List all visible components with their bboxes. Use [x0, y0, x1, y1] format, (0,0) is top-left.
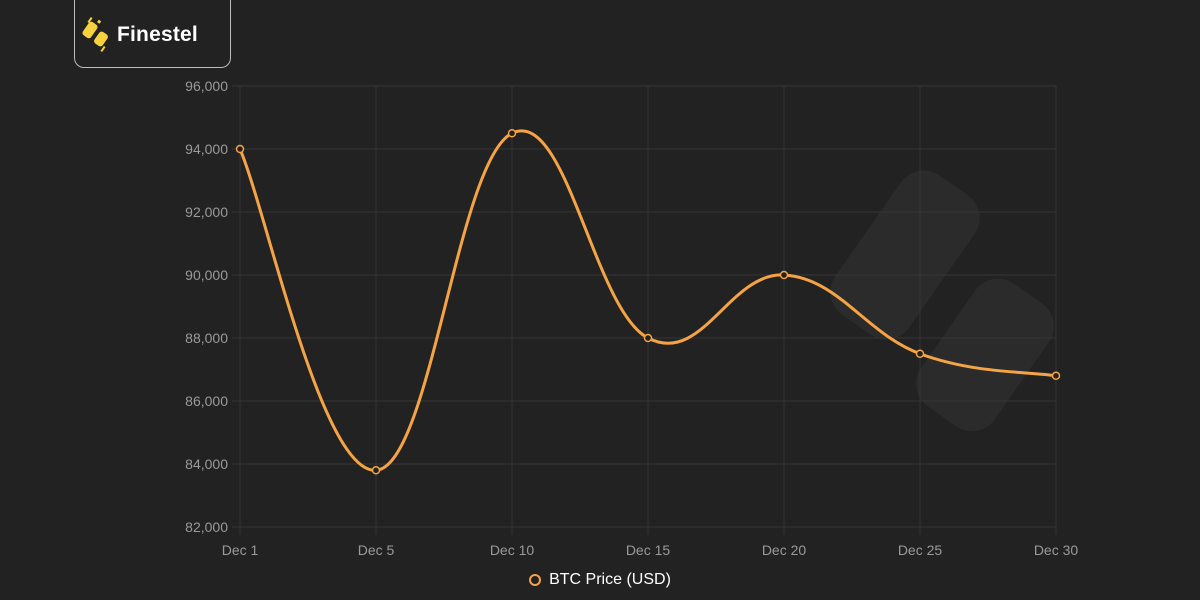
candlestick-logo-icon	[82, 16, 108, 52]
y-tick-label: 90,000	[185, 267, 228, 283]
legend-label: BTC Price (USD)	[549, 571, 671, 588]
chart-legend[interactable]: BTC Price (USD)	[0, 571, 1200, 589]
x-axis: Dec 1 Dec 5 Dec 10 Dec 15 Dec 20 Dec 25 Dec 30	[222, 542, 1079, 558]
circle-legend-icon	[529, 574, 542, 586]
y-tick-label: 94,000	[185, 141, 228, 157]
x-tick-label: Dec 25	[898, 542, 943, 558]
data-point[interactable]	[235, 144, 245, 154]
series-points	[235, 129, 1061, 475]
data-point[interactable]	[643, 333, 653, 343]
y-tick-label: 96,000	[185, 78, 228, 94]
series-line-btc-price	[238, 129, 1057, 472]
brand-logo: Finestel	[74, 0, 231, 68]
x-tick-label: Dec 20	[762, 542, 807, 558]
data-point[interactable]	[371, 466, 381, 475]
x-tick-label: Dec 15	[626, 542, 671, 558]
y-tick-label: 84,000	[185, 456, 228, 472]
y-tick-label: 82,000	[185, 519, 228, 535]
y-tick-label: 88,000	[185, 330, 228, 346]
x-tick-label: Dec 5	[358, 542, 395, 558]
watermark-logo-icon	[830, 170, 1054, 432]
x-tick-label: Dec 10	[490, 542, 535, 558]
y-axis: 96,000 94,000 92,000 90,000 88,000 86,000 84,0…	[185, 78, 228, 535]
x-tick-label: Dec 1	[222, 542, 259, 558]
data-point[interactable]	[1051, 371, 1061, 381]
brand-name: Finestel	[117, 22, 198, 46]
y-tick-label: 86,000	[185, 393, 228, 409]
chart-grid	[232, 85, 1057, 535]
data-point[interactable]	[915, 349, 925, 358]
data-point[interactable]	[779, 270, 789, 280]
data-point[interactable]	[507, 129, 517, 138]
x-tick-label: Dec 30	[1034, 542, 1079, 558]
y-tick-label: 92,000	[185, 204, 228, 220]
